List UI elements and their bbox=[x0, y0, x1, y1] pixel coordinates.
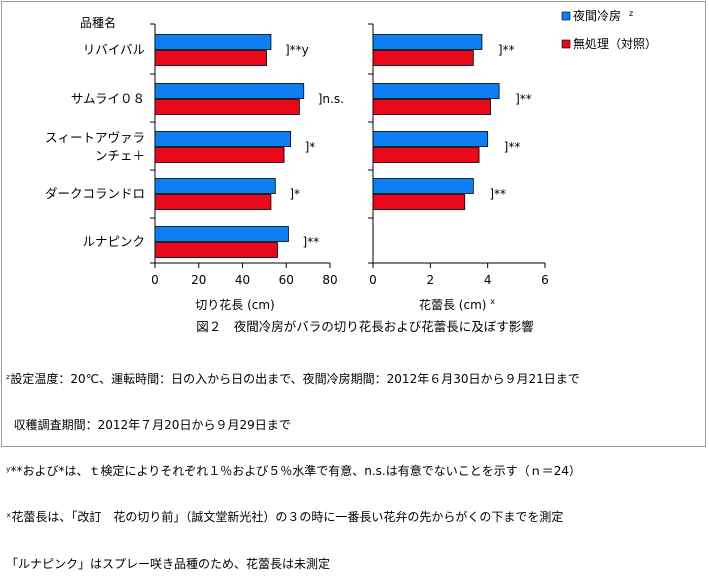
bar-night-cooling bbox=[372, 131, 489, 147]
bar-control bbox=[154, 50, 267, 66]
category-label: ンチェ＋ bbox=[95, 148, 145, 163]
category-label: ルナピンク bbox=[82, 234, 145, 249]
x-tick-label: 2 bbox=[427, 273, 435, 287]
legend-swatch bbox=[561, 39, 571, 49]
footnote-z: ᶻ設定温度：20℃、運転時間：日の入から日の出まで、夜間冷房期間：2012年６月… bbox=[6, 371, 580, 386]
footnote-y: ʸ**および*は、ｔ検定によりそれぞれ１％および５％水準で有意、n.s.は有意で… bbox=[6, 464, 581, 479]
x-tick-label: 20 bbox=[191, 273, 206, 287]
bar-control bbox=[372, 50, 474, 66]
bar-control bbox=[154, 242, 278, 258]
bar-night-cooling bbox=[372, 178, 474, 194]
x-axis-title-bud-length: 花蕾長 (cm) x bbox=[419, 297, 495, 312]
x-tick-label: 0 bbox=[151, 273, 159, 287]
figure-frame bbox=[1, 1, 706, 447]
chart-panel-bud-length: 0 2 4 6 ]** ]** ]** ]** bbox=[368, 23, 549, 287]
x-tick-label: 40 bbox=[235, 273, 250, 287]
significance-label: ]* bbox=[305, 140, 316, 154]
bar-night-cooling bbox=[154, 226, 289, 242]
bar-night-cooling bbox=[154, 83, 305, 99]
bar-control bbox=[372, 147, 480, 163]
legend-swatch bbox=[561, 11, 571, 21]
figure-caption: 図２ 夜間冷房がバラの切り花長および花蕾長に及ぼす影響 bbox=[196, 319, 534, 334]
footnote-z-cont: 収穫調査期間：2012年７月20日から９月29日まで bbox=[6, 418, 291, 433]
chart-area: 品種名 0 20 40 60 80]**yリバイバル]n.s.サムライ０８]*スィートア… bbox=[45, 8, 657, 334]
significance-label: ]n.s. bbox=[318, 92, 344, 106]
legend-label: 無処理（対照） bbox=[573, 36, 657, 51]
bar-night-cooling bbox=[372, 34, 483, 50]
bar-control bbox=[154, 99, 300, 115]
x-tick-label: 0 bbox=[369, 273, 377, 287]
category-label: スィートアヴァラ bbox=[45, 130, 145, 145]
significance-label: ]** bbox=[504, 140, 521, 154]
y-axis-title: 品種名 bbox=[80, 15, 116, 30]
legend: 夜間冷房 z 無処理（対照） bbox=[561, 8, 657, 51]
x-tick-label: 80 bbox=[322, 273, 337, 287]
category-label: サムライ０８ bbox=[71, 91, 145, 106]
bar-night-cooling bbox=[154, 34, 272, 50]
x-axis-title-flower-length: 切り花長 (cm) bbox=[195, 297, 274, 312]
footnotes: ᶻ設定温度：20℃、運転時間：日の入から日の出まで、夜間冷房期間：2012年６月… bbox=[6, 341, 706, 588]
bar-night-cooling bbox=[154, 178, 276, 194]
significance-label: ]**y bbox=[285, 43, 309, 57]
bar-night-cooling bbox=[372, 83, 500, 99]
x-tick-label: 6 bbox=[541, 273, 549, 287]
footnote-lunapink: 「ルナピンク」はスプレー咲き品種のため、花蕾長は未測定 bbox=[6, 556, 331, 571]
significance-label: ]** bbox=[302, 235, 319, 249]
bar-control bbox=[154, 194, 272, 210]
x-tick-label: 4 bbox=[484, 273, 492, 287]
category-label: ダークコランドロ bbox=[45, 186, 145, 201]
chart-panel-flower-length: 0 20 40 60 80 ]**y リバイバル ]n.s. サムライ０８ ]* スィートアヴァラン… bbox=[45, 23, 344, 287]
significance-label: ]** bbox=[498, 43, 515, 57]
significance-label: ]* bbox=[289, 187, 300, 201]
x-tick-label: 60 bbox=[279, 273, 294, 287]
bar-night-cooling bbox=[154, 131, 292, 147]
footnote-x: ˣ花蕾長は、「改訂 花の切り前」（誠文堂新光社）の３の時に一番長い花弁の先からが… bbox=[6, 510, 564, 525]
bar-control bbox=[372, 194, 466, 210]
bar-control bbox=[372, 99, 491, 115]
significance-label: ]** bbox=[515, 92, 532, 106]
significance-label: ]** bbox=[489, 187, 506, 201]
bar-control bbox=[154, 147, 285, 163]
category-label: リバイバル bbox=[83, 42, 145, 57]
legend-label: 夜間冷房 z bbox=[573, 8, 633, 23]
